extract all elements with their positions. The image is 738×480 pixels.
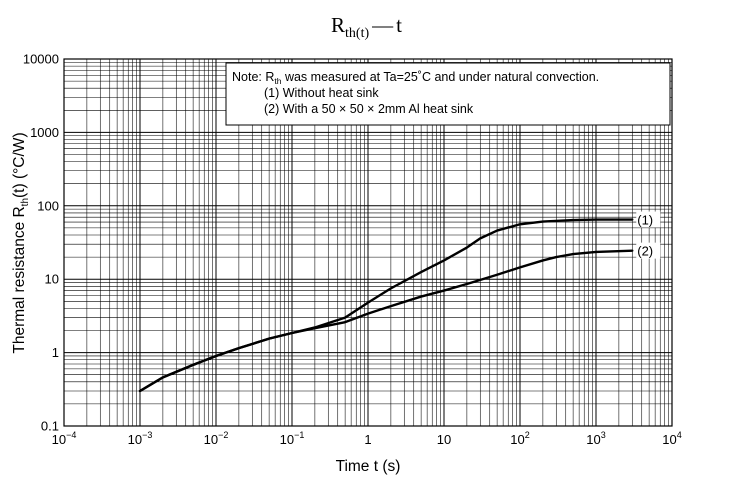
note-line-3: (2) With a 50 × 50 × 2mm Al heat sink — [264, 102, 474, 116]
y-tick-label: 10 — [45, 272, 59, 287]
x-tick-label: 1 — [364, 432, 371, 447]
x-tick-label: 10−2 — [204, 430, 229, 447]
x-tick-label: 10−3 — [128, 430, 153, 447]
x-axis-label: Time t (s) — [336, 458, 401, 475]
x-tick-label: 104 — [662, 430, 681, 447]
series-label-2: (2) — [637, 244, 653, 259]
series-labels: (1) (2) — [636, 211, 661, 259]
series-line-1 — [138, 218, 634, 393]
x-tick-label: 10−4 — [52, 430, 77, 447]
series-label-1: (1) — [637, 213, 653, 228]
series-label-bg — [636, 211, 661, 228]
y-tick-label: 0.1 — [41, 419, 59, 434]
x-tick-label: 10−1 — [280, 430, 305, 447]
y-tick-label: 100 — [37, 198, 59, 213]
y-axis-label: Thermal resistance Rth(t) (°C/W) — [11, 132, 31, 353]
series-label-bg — [636, 242, 661, 259]
x-tick-label: 103 — [586, 430, 605, 447]
y-tick-label: 10000 — [23, 52, 59, 67]
note-line-2: (1) Without heat sink — [264, 86, 379, 100]
series-group — [138, 218, 634, 393]
chart-title: Rth(t) — t — [331, 13, 402, 41]
plot-frame — [63, 58, 673, 427]
note-line-1: Note: Rth was measured at Ta=25˚C and un… — [232, 70, 599, 86]
x-tick-label: 10 — [437, 432, 451, 447]
series-line-2 — [138, 249, 634, 393]
y-tick-label: 1 — [52, 345, 59, 360]
note-box — [225, 62, 671, 126]
x-tick-label: 102 — [510, 430, 529, 447]
x-tick-labels: 10−4 10−3 10−2 10−1 1 10 102 103 104 — [52, 430, 682, 447]
y-tick-label: 1000 — [30, 125, 59, 140]
y-tick-labels: 0.1 1 10 100 1000 10000 — [23, 52, 59, 434]
